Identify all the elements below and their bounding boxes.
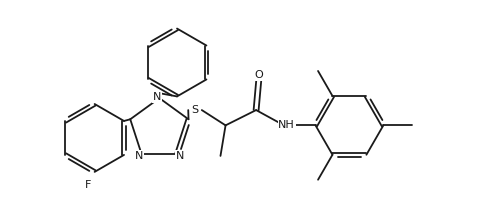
Text: S: S xyxy=(192,105,198,115)
Text: NH: NH xyxy=(278,120,295,130)
Text: N: N xyxy=(135,151,143,161)
Text: F: F xyxy=(85,180,91,191)
Text: O: O xyxy=(254,70,263,80)
Text: N: N xyxy=(175,151,184,161)
Text: N: N xyxy=(153,92,161,102)
